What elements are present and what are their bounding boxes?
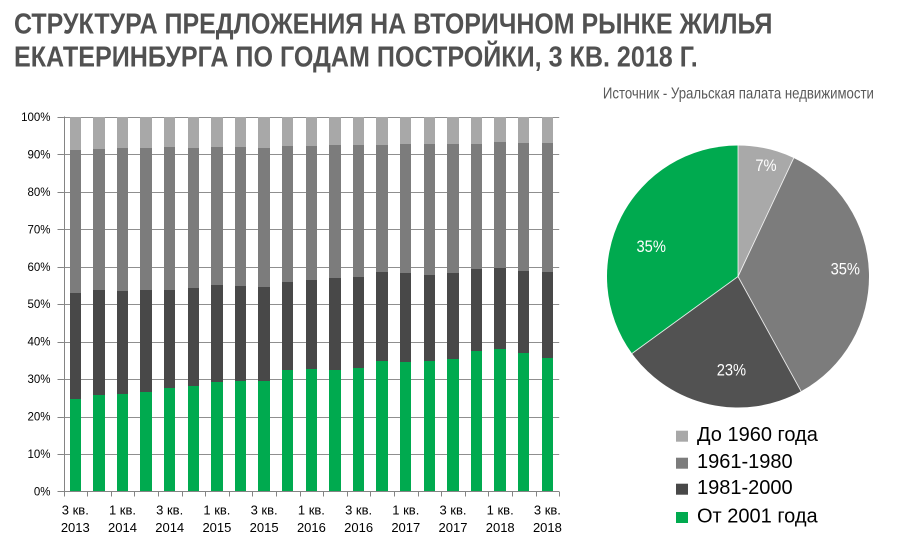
svg-text:1 кв.: 1 кв. bbox=[203, 503, 230, 518]
svg-text:2015: 2015 bbox=[202, 520, 231, 535]
svg-text:50%: 50% bbox=[27, 299, 50, 311]
svg-text:3 кв.: 3 кв. bbox=[439, 503, 466, 518]
svg-text:35%: 35% bbox=[831, 261, 860, 279]
svg-text:2014: 2014 bbox=[108, 520, 137, 535]
svg-text:2016: 2016 bbox=[297, 520, 326, 535]
svg-text:1961-1980: 1961-1980 bbox=[697, 451, 793, 473]
svg-text:3 кв.: 3 кв. bbox=[345, 503, 372, 518]
svg-text:1 кв.: 1 кв. bbox=[392, 503, 419, 518]
svg-text:10%: 10% bbox=[27, 449, 50, 461]
svg-text:2013: 2013 bbox=[61, 520, 90, 535]
svg-text:1 кв.: 1 кв. bbox=[298, 503, 325, 518]
svg-text:1981-2000: 1981-2000 bbox=[697, 477, 793, 499]
svg-text:23%: 23% bbox=[717, 362, 746, 380]
svg-text:2015: 2015 bbox=[250, 520, 279, 535]
svg-text:2017: 2017 bbox=[391, 520, 420, 535]
svg-text:35%: 35% bbox=[636, 238, 665, 256]
svg-text:3 кв.: 3 кв. bbox=[251, 503, 278, 518]
svg-text:0%: 0% bbox=[34, 486, 51, 498]
svg-text:70%: 70% bbox=[27, 224, 50, 236]
svg-text:2017: 2017 bbox=[439, 520, 468, 535]
svg-text:1 кв.: 1 кв. bbox=[487, 503, 514, 518]
svg-text:Источник - Уральская палата не: Источник - Уральская палата недвижимости bbox=[603, 86, 874, 103]
svg-text:3 кв.: 3 кв. bbox=[62, 503, 89, 518]
svg-text:2018: 2018 bbox=[533, 520, 562, 535]
svg-text:3 кв.: 3 кв. bbox=[156, 503, 183, 518]
svg-text:90%: 90% bbox=[27, 149, 50, 161]
svg-text:2014: 2014 bbox=[155, 520, 184, 535]
svg-text:80%: 80% bbox=[27, 187, 50, 199]
svg-text:ЕКАТЕРИНБУРГА ПО ГОДАМ ПОСТРОЙ: ЕКАТЕРИНБУРГА ПО ГОДАМ ПОСТРОЙКИ, 3 КВ. … bbox=[14, 40, 698, 73]
svg-text:100%: 100% bbox=[21, 112, 50, 124]
svg-text:30%: 30% bbox=[27, 374, 50, 386]
svg-text:До 1960 года: До 1960 года bbox=[697, 424, 819, 446]
svg-text:1 кв.: 1 кв. bbox=[109, 503, 136, 518]
svg-text:2018: 2018 bbox=[486, 520, 515, 535]
svg-text:60%: 60% bbox=[27, 262, 50, 274]
svg-text:20%: 20% bbox=[27, 412, 50, 424]
svg-text:2016: 2016 bbox=[344, 520, 373, 535]
svg-text:От 2001 года: От 2001 года bbox=[697, 505, 819, 527]
svg-text:7%: 7% bbox=[755, 157, 776, 175]
svg-text:3 кв.: 3 кв. bbox=[534, 503, 561, 518]
svg-text:40%: 40% bbox=[27, 337, 50, 349]
svg-text:СТРУКТУРА ПРЕДЛОЖЕНИЯ НА ВТОРИ: СТРУКТУРА ПРЕДЛОЖЕНИЯ НА ВТОРИЧНОМ РЫНКЕ… bbox=[14, 8, 772, 40]
